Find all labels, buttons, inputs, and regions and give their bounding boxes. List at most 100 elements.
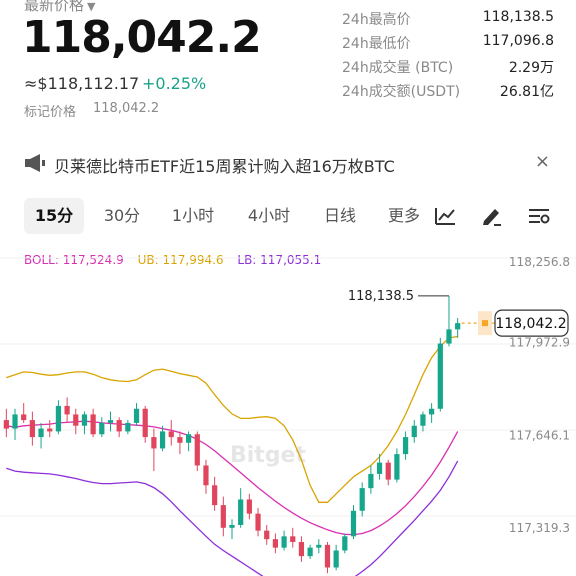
chart-grid bbox=[0, 257, 576, 517]
candle-body bbox=[429, 408, 435, 415]
candle bbox=[125, 420, 131, 435]
usd-equivalent: ≈$118,112.17 bbox=[24, 74, 140, 93]
stat-value: 118,138.5 bbox=[482, 9, 554, 25]
candle bbox=[159, 425, 166, 452]
candle bbox=[394, 448, 400, 483]
candle bbox=[420, 411, 426, 432]
candle bbox=[281, 530, 287, 551]
stat-turnover: 24h成交额(USDT) 26.81亿 bbox=[342, 81, 554, 105]
tab-more[interactable]: 更多 bbox=[388, 206, 421, 225]
candle bbox=[203, 459, 209, 494]
candle-body bbox=[55, 405, 62, 432]
price-label-text: 最新价格 bbox=[24, 0, 85, 14]
candle-body bbox=[142, 408, 148, 438]
candle bbox=[186, 431, 192, 452]
y-axis: 118,256.8 117,972.9 117,646.1 117,319.3 bbox=[509, 255, 570, 535]
candle bbox=[290, 527, 296, 548]
candle-body bbox=[229, 524, 235, 528]
announcement-text[interactable]: 贝莱德比特币ETF近15周累计购入超16万枚BTC bbox=[54, 157, 395, 176]
candle bbox=[411, 420, 417, 443]
stat-volume: 24h成交量 (BTC) 2.29万 bbox=[342, 57, 554, 81]
candle-body bbox=[446, 329, 452, 344]
candle bbox=[316, 539, 322, 554]
candle-body bbox=[194, 434, 200, 466]
boll-value: BOLL: 117,524.9 bbox=[24, 253, 124, 267]
candle bbox=[177, 431, 183, 455]
candle-body bbox=[29, 420, 35, 438]
candle bbox=[229, 519, 235, 540]
candle-body bbox=[133, 408, 140, 423]
candle bbox=[333, 544, 339, 571]
candle bbox=[402, 431, 409, 460]
ub-value: UB: 117,994.6 bbox=[137, 253, 224, 267]
tab-1h[interactable]: 1小时 bbox=[171, 206, 215, 225]
candle bbox=[238, 488, 244, 528]
candle bbox=[437, 337, 443, 412]
lb-value: LB: 117,055.1 bbox=[237, 253, 322, 267]
candle-body bbox=[73, 414, 79, 426]
candle bbox=[307, 544, 313, 559]
current-price-tag bbox=[494, 309, 569, 337]
candle bbox=[212, 476, 218, 511]
candle-body bbox=[212, 485, 218, 506]
chevron-down-icon: ▼ bbox=[87, 0, 96, 13]
candle bbox=[99, 417, 105, 438]
megaphone-icon bbox=[25, 154, 45, 172]
candle-body bbox=[385, 462, 391, 480]
candle-body bbox=[246, 499, 252, 514]
candle-body bbox=[420, 414, 426, 426]
candle-body bbox=[272, 539, 278, 548]
boll-bands bbox=[6, 335, 459, 576]
candle-body bbox=[307, 547, 313, 557]
candle bbox=[55, 400, 62, 435]
candle-body bbox=[316, 544, 322, 548]
candle-body bbox=[203, 465, 209, 486]
candle-body bbox=[455, 323, 461, 330]
candle bbox=[107, 411, 114, 432]
announcement-bar[interactable]: 贝莱德比特币ETF近15周累计购入超16万枚BTC × bbox=[24, 150, 554, 178]
candle-body bbox=[220, 505, 226, 528]
candle-body bbox=[281, 536, 287, 548]
candle-body bbox=[116, 420, 122, 432]
indicator-settings-icon[interactable] bbox=[528, 206, 550, 226]
candle bbox=[368, 465, 374, 494]
candle-body bbox=[81, 414, 88, 426]
candle-body bbox=[376, 462, 383, 474]
stat-label: 24h最低价 bbox=[342, 36, 411, 52]
candle bbox=[73, 408, 79, 435]
candle bbox=[151, 428, 157, 472]
candlestick-chart[interactable]: Bitget 118,256.8 117,972.9 117,646.1 117,31… bbox=[0, 240, 576, 576]
tab-15m[interactable]: 15分 bbox=[24, 198, 84, 234]
tab-4h[interactable]: 4小时 bbox=[247, 206, 291, 225]
candle bbox=[133, 403, 140, 426]
last-price: 118,042.2 bbox=[22, 12, 262, 63]
draw-icon[interactable] bbox=[480, 206, 502, 226]
candle-body bbox=[3, 420, 9, 429]
candle bbox=[168, 420, 174, 446]
candle bbox=[194, 431, 200, 472]
candle-body bbox=[151, 437, 157, 449]
close-icon[interactable]: × bbox=[534, 151, 550, 172]
candle-body bbox=[107, 420, 114, 423]
candle bbox=[350, 505, 357, 540]
candle bbox=[116, 417, 122, 438]
mark-price-value: 118,042.2 bbox=[93, 101, 160, 116]
candle bbox=[264, 524, 270, 545]
candle-body bbox=[255, 513, 261, 531]
candle bbox=[12, 408, 18, 440]
boll-indicator-line: BOLL: 117,524.9 UB: 117,994.6 LB: 117,05… bbox=[24, 253, 331, 267]
tab-30m[interactable]: 30分 bbox=[103, 206, 141, 225]
tab-daily[interactable]: 日线 bbox=[323, 206, 356, 225]
candle-body bbox=[21, 414, 27, 421]
stat-low: 24h最低价 117,096.8 bbox=[342, 33, 554, 57]
stat-label: 24h成交额(USDT) bbox=[342, 84, 461, 100]
candle-style-icon[interactable] bbox=[434, 206, 456, 226]
candle bbox=[272, 533, 278, 554]
candle-body bbox=[411, 425, 417, 438]
candle bbox=[142, 405, 148, 443]
candle-body bbox=[177, 437, 183, 443]
watermark-text: Bitget bbox=[230, 443, 306, 468]
price-label[interactable]: 最新价格 ▼ bbox=[24, 0, 95, 15]
candle bbox=[359, 482, 365, 517]
candle-body bbox=[402, 437, 409, 455]
